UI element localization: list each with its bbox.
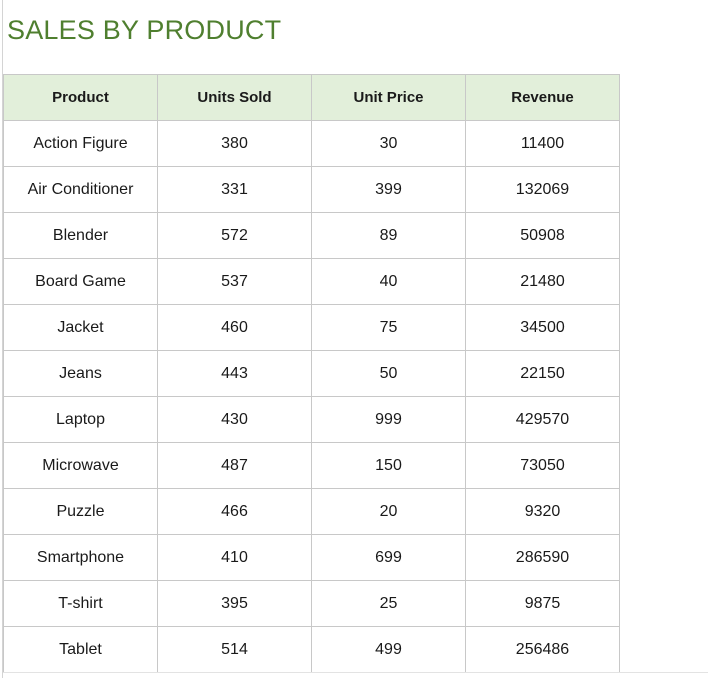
sales-table: Product Units Sold Unit Price Revenue Ac…: [3, 74, 620, 673]
cell-product[interactable]: T-shirt: [3, 580, 158, 627]
cell-unit-price[interactable]: 75: [311, 304, 466, 351]
header-unit-price[interactable]: Unit Price: [311, 74, 466, 121]
cell-units-sold[interactable]: 537: [157, 258, 312, 305]
cell-product[interactable]: Action Figure: [3, 120, 158, 167]
cell-revenue[interactable]: 256486: [465, 626, 620, 673]
cell-units-sold[interactable]: 460: [157, 304, 312, 351]
cell-product[interactable]: Jacket: [3, 304, 158, 351]
table-row: Jacket 460 75 34500: [3, 304, 620, 351]
table-row: Tablet 514 499 256486: [3, 626, 620, 673]
table-row: Blender 572 89 50908: [3, 212, 620, 259]
header-units-sold[interactable]: Units Sold: [157, 74, 312, 121]
row-divider: [3, 672, 708, 673]
cell-units-sold[interactable]: 466: [157, 488, 312, 535]
cell-product[interactable]: Laptop: [3, 396, 158, 443]
table-body: Action Figure 380 30 11400 Air Conditioner 33…: [3, 120, 620, 673]
cell-unit-price[interactable]: 25: [311, 580, 466, 627]
cell-revenue[interactable]: 429570: [465, 396, 620, 443]
cell-product[interactable]: Tablet: [3, 626, 158, 673]
cell-revenue[interactable]: 50908: [465, 212, 620, 259]
cell-unit-price[interactable]: 40: [311, 258, 466, 305]
cell-revenue[interactable]: 9320: [465, 488, 620, 535]
cell-product[interactable]: Puzzle: [3, 488, 158, 535]
cell-product[interactable]: Air Conditioner: [3, 166, 158, 213]
table-row: Board Game 537 40 21480: [3, 258, 620, 305]
cell-product[interactable]: Blender: [3, 212, 158, 259]
cell-unit-price[interactable]: 50: [311, 350, 466, 397]
header-revenue[interactable]: Revenue: [465, 74, 620, 121]
cell-units-sold[interactable]: 410: [157, 534, 312, 581]
table-row: Smartphone 410 699 286590: [3, 534, 620, 581]
cell-product[interactable]: Microwave: [3, 442, 158, 489]
cell-units-sold[interactable]: 331: [157, 166, 312, 213]
cell-revenue[interactable]: 73050: [465, 442, 620, 489]
cell-unit-price[interactable]: 699: [311, 534, 466, 581]
table-header-row: Product Units Sold Unit Price Revenue: [3, 74, 620, 121]
table-row: Jeans 443 50 22150: [3, 350, 620, 397]
cell-product[interactable]: Jeans: [3, 350, 158, 397]
cell-revenue[interactable]: 286590: [465, 534, 620, 581]
cell-product[interactable]: Board Game: [3, 258, 158, 305]
cell-revenue[interactable]: 11400: [465, 120, 620, 167]
cell-product[interactable]: Smartphone: [3, 534, 158, 581]
cell-unit-price[interactable]: 30: [311, 120, 466, 167]
cell-revenue[interactable]: 9875: [465, 580, 620, 627]
cell-units-sold[interactable]: 487: [157, 442, 312, 489]
cell-units-sold[interactable]: 430: [157, 396, 312, 443]
cell-revenue[interactable]: 132069: [465, 166, 620, 213]
cell-unit-price[interactable]: 499: [311, 626, 466, 673]
cell-unit-price[interactable]: 20: [311, 488, 466, 535]
table-row: Laptop 430 999 429570: [3, 396, 620, 443]
cell-unit-price[interactable]: 89: [311, 212, 466, 259]
sheet-title: SALES BY PRODUCT: [7, 15, 282, 45]
cell-units-sold[interactable]: 443: [157, 350, 312, 397]
table-row: Air Conditioner 331 399 132069: [3, 166, 620, 213]
table-row: Puzzle 466 20 9320: [3, 488, 620, 535]
cell-unit-price[interactable]: 999: [311, 396, 466, 443]
table-row: Microwave 487 150 73050: [3, 442, 620, 489]
table-row: T-shirt 395 25 9875: [3, 580, 620, 627]
cell-revenue[interactable]: 21480: [465, 258, 620, 305]
sheet-left-border: [2, 0, 3, 678]
cell-units-sold[interactable]: 380: [157, 120, 312, 167]
cell-units-sold[interactable]: 572: [157, 212, 312, 259]
cell-units-sold[interactable]: 514: [157, 626, 312, 673]
cell-units-sold[interactable]: 395: [157, 580, 312, 627]
cell-unit-price[interactable]: 399: [311, 166, 466, 213]
table-row: Action Figure 380 30 11400: [3, 120, 620, 167]
cell-unit-price[interactable]: 150: [311, 442, 466, 489]
cell-revenue[interactable]: 34500: [465, 304, 620, 351]
cell-revenue[interactable]: 22150: [465, 350, 620, 397]
header-product[interactable]: Product: [3, 74, 158, 121]
